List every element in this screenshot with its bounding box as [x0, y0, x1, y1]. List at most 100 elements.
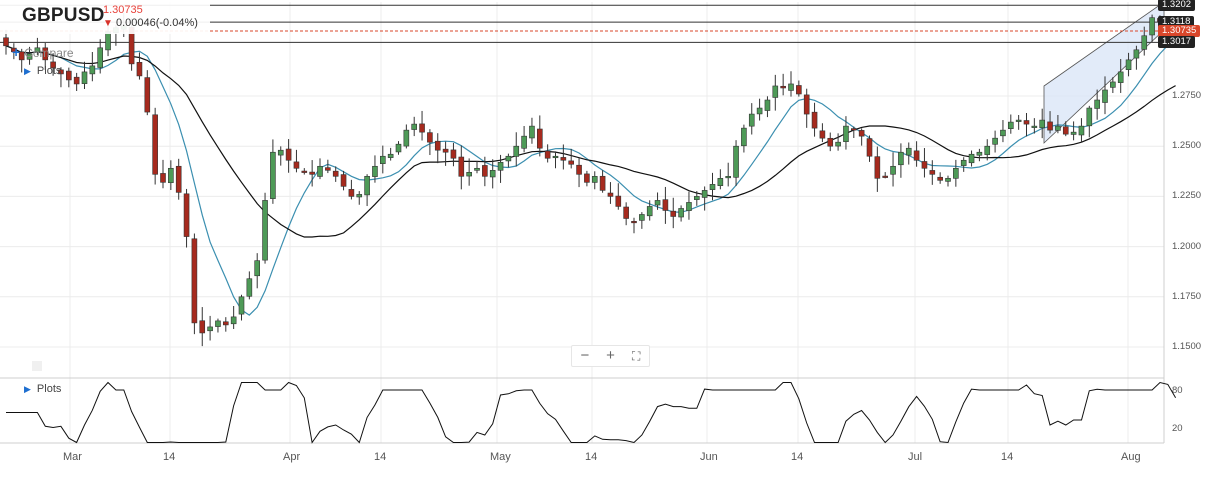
candle-body	[662, 199, 669, 211]
candle	[552, 151, 559, 169]
candle	[262, 192, 268, 264]
candle-body	[898, 151, 904, 166]
candle	[913, 141, 920, 167]
plots-legend[interactable]: ▶ Plots	[24, 65, 61, 77]
candle	[505, 153, 512, 168]
candle-body	[552, 155, 559, 159]
candle-body	[356, 194, 363, 198]
zoom-out-button[interactable]: −	[580, 347, 590, 364]
candle-body	[725, 176, 732, 179]
candle-body	[364, 176, 370, 196]
candle-body	[631, 221, 637, 224]
oscillator-plots-legend[interactable]: ▶ Plots	[24, 383, 61, 395]
candles	[3, 13, 1179, 347]
candle	[152, 107, 158, 185]
symbol-name[interactable]: GBPUSD	[22, 5, 105, 26]
candle-body	[843, 125, 849, 142]
candle-body	[66, 70, 72, 81]
candle-body	[42, 47, 49, 61]
candle	[1094, 89, 1100, 120]
x-tick-label: 14	[1001, 451, 1014, 463]
candle-body	[1125, 59, 1132, 70]
zoom-in-button[interactable]: +	[606, 347, 615, 364]
candle	[183, 188, 190, 248]
candle	[1070, 121, 1077, 141]
x-tick-label: 14	[163, 451, 176, 463]
candle-body	[466, 172, 472, 177]
candle	[560, 144, 567, 170]
candle	[709, 172, 716, 201]
candle-body	[850, 128, 857, 131]
candle-body	[639, 214, 645, 221]
candle-body	[1062, 126, 1069, 135]
candle	[474, 160, 480, 174]
candle	[929, 160, 936, 185]
candle-body	[921, 161, 928, 169]
candle	[544, 144, 551, 163]
candle-body	[544, 150, 551, 159]
compare-button[interactable]: + Compare	[12, 44, 74, 60]
candle-body	[1000, 129, 1006, 137]
candle-body	[521, 135, 527, 149]
candle	[686, 191, 692, 220]
compare-label: Compare	[24, 46, 74, 60]
candle	[1141, 26, 1148, 56]
candle	[874, 146, 881, 192]
y-tick-label: 1.2250	[1172, 190, 1202, 202]
candle	[741, 124, 747, 153]
oscillator	[6, 381, 1177, 444]
candle-body	[332, 170, 339, 177]
candle-body	[890, 165, 896, 175]
candle	[639, 212, 645, 229]
candle-body	[803, 94, 810, 115]
candle	[1125, 52, 1132, 77]
candle	[670, 197, 677, 229]
candle	[945, 175, 951, 187]
last-price: 1.30735	[103, 4, 143, 16]
candle-body	[497, 161, 504, 171]
candle	[246, 271, 253, 300]
candle-body	[285, 148, 292, 161]
candle-body	[748, 113, 755, 127]
price-change-value: 0.00046(-0.04%)	[115, 17, 198, 29]
candle	[536, 115, 543, 157]
candle	[1086, 105, 1093, 138]
candle-body	[34, 47, 41, 53]
candle	[97, 39, 103, 74]
candle-body	[827, 137, 834, 147]
candle-body	[1070, 131, 1077, 135]
candle-body	[81, 71, 88, 84]
candle-body	[458, 156, 465, 177]
candle-body	[505, 155, 512, 162]
candle	[364, 174, 370, 207]
candle-body	[11, 47, 17, 53]
candle	[968, 150, 975, 167]
fullscreen-button[interactable]: ⛶	[631, 349, 641, 363]
candle	[898, 143, 904, 178]
candle-body	[18, 51, 25, 61]
x-tick-label: Apr	[283, 451, 301, 463]
plus-icon: +	[12, 44, 21, 60]
candle-body	[230, 316, 237, 325]
candle	[1023, 112, 1030, 137]
osc-tick-label: 20	[1172, 423, 1183, 434]
candle	[89, 51, 96, 82]
candle	[819, 123, 826, 143]
candle	[230, 305, 237, 330]
candle	[403, 124, 410, 149]
candle-body	[905, 147, 912, 156]
candle-body	[73, 76, 80, 85]
candle-body	[144, 77, 151, 113]
candle-body	[835, 141, 841, 147]
candle-body	[50, 61, 56, 69]
candle	[285, 139, 292, 173]
candle-body	[301, 170, 308, 173]
candle	[678, 205, 684, 222]
x-tick-label: 14	[585, 451, 598, 463]
candle	[442, 141, 449, 166]
candle	[332, 166, 339, 182]
candle-body	[191, 238, 198, 324]
price-tag-last: 1.30735	[1158, 25, 1201, 38]
